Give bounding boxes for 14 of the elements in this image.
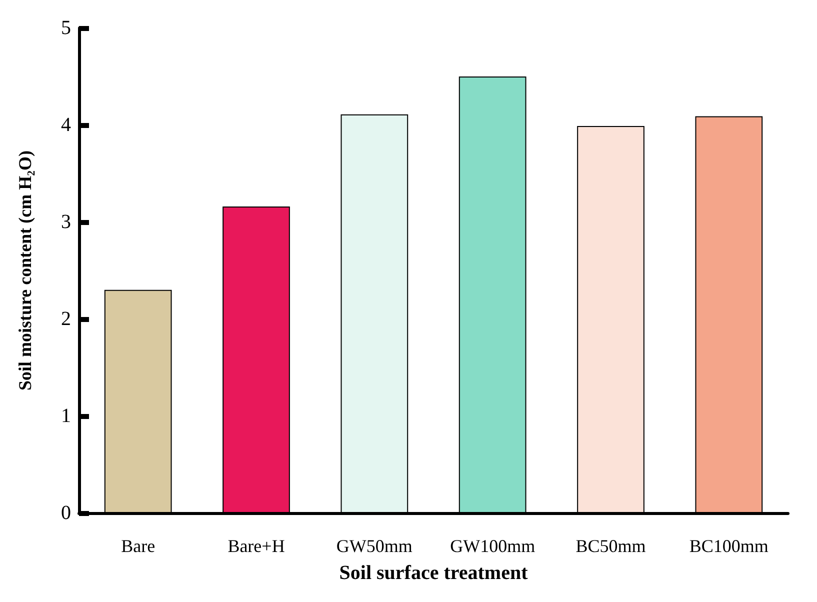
y-tick-label: 2 [61,308,71,330]
y-tick-label: 4 [61,114,71,136]
y-tick-label: 1 [61,405,71,427]
x-tick-label: GW50mm [336,536,412,556]
y-tick-label: 5 [61,17,71,39]
x-tick-label: Bare [121,536,156,556]
x-tick-label: Bare+H [228,536,285,556]
y-axis-title: Soil moisture content (cm H₂O) [15,150,35,391]
y-tick-label: 3 [61,211,71,233]
y-tick-label: 0 [61,502,71,524]
x-tick-label: GW100mm [450,536,536,556]
x-tick-label: BC100mm [689,536,768,556]
x-tick-label: BC50mm [576,536,646,556]
x-axis-title: Soil surface treatment [339,562,528,584]
